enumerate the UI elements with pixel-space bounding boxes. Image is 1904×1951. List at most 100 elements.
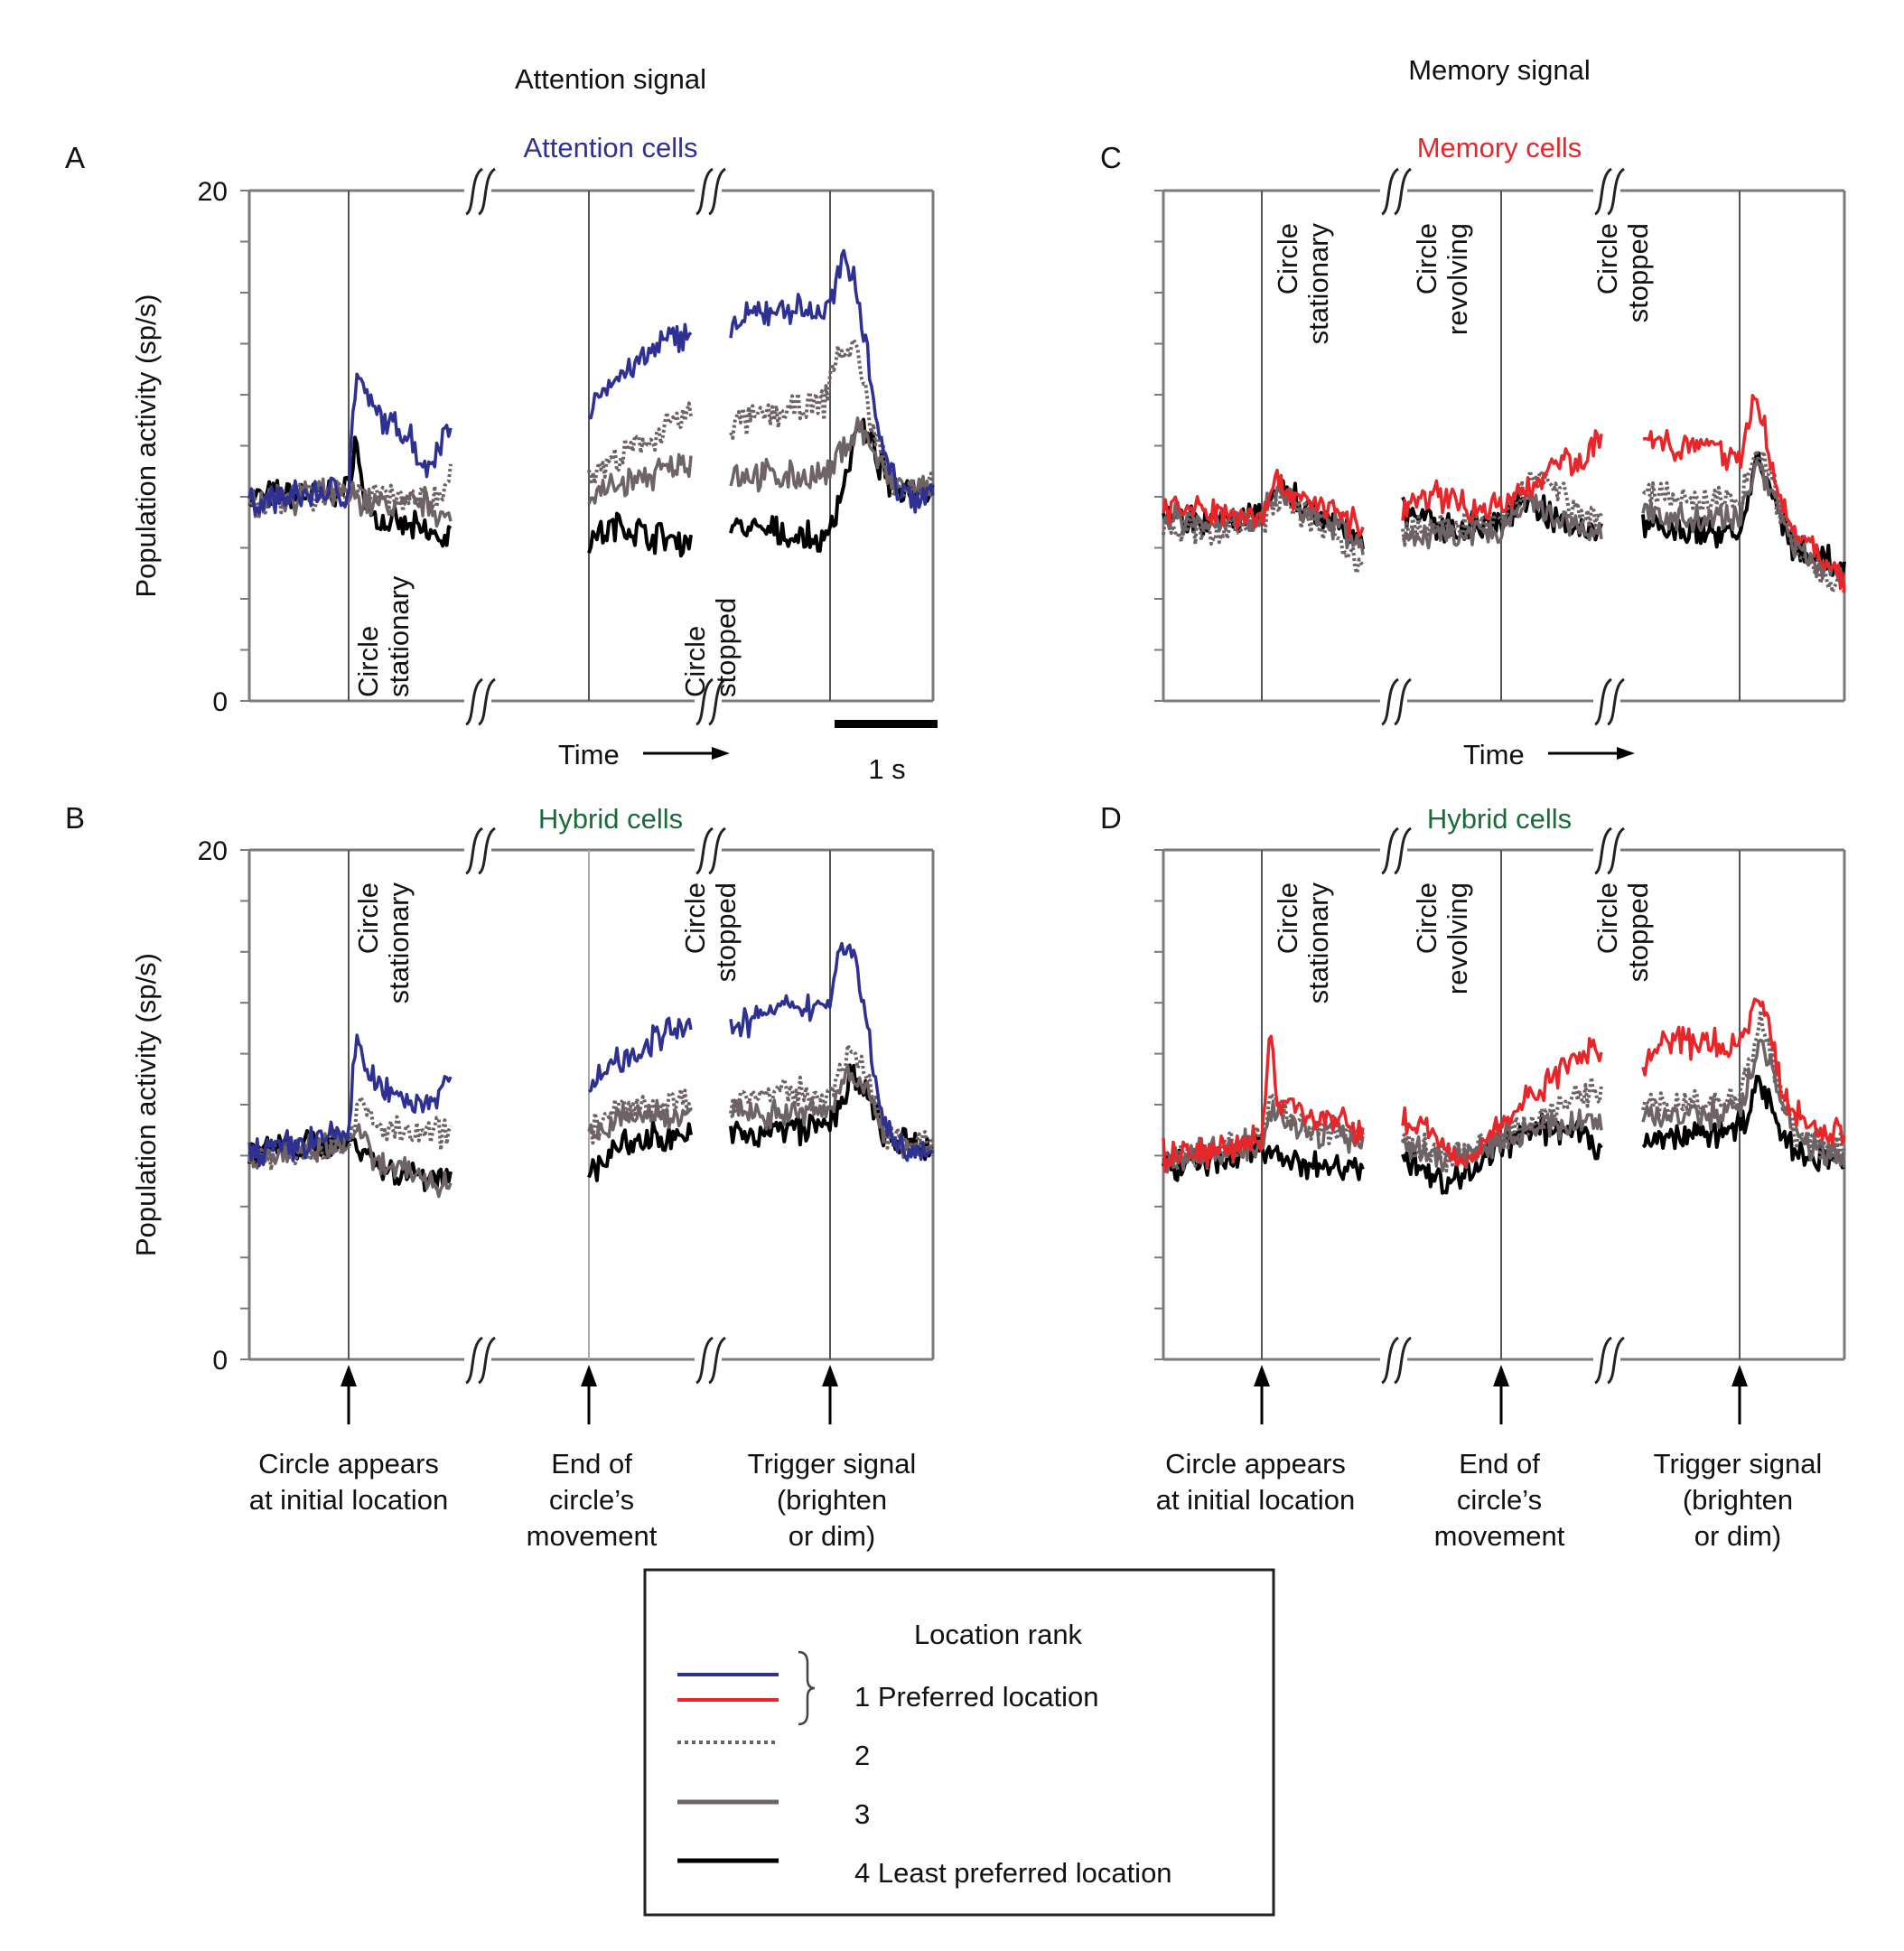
axis-break-gap <box>695 1356 722 1363</box>
event-caption: or dim) <box>789 1520 875 1552</box>
epoch-label: Circle <box>1411 223 1442 294</box>
axis-break-gap <box>1380 846 1407 854</box>
scale-bar-label: 1 s <box>868 753 905 785</box>
trace-rank1 <box>1401 1036 1603 1167</box>
axis-break-icon <box>695 826 714 875</box>
column-header-attention: Attention signal <box>515 63 706 95</box>
axis-break-gap <box>695 846 722 854</box>
axis-break-icon <box>695 677 714 726</box>
axis-break-gap <box>1380 697 1407 705</box>
event-caption: movement <box>527 1520 658 1552</box>
y-axis-label: Population activity (sp/s) <box>130 294 162 598</box>
axis-break-icon <box>478 826 496 875</box>
axis-break-icon <box>1594 826 1612 875</box>
axis-break-icon <box>1394 1336 1412 1385</box>
axis-break-gap <box>1593 187 1620 194</box>
axis-break-icon <box>1607 167 1625 216</box>
trace-rank3 <box>587 453 693 505</box>
event-caption: End of <box>1459 1448 1540 1480</box>
axis-break-icon <box>1394 167 1412 216</box>
y-axis-label: Population activity (sp/s) <box>130 953 162 1256</box>
trace-rank1 <box>1162 468 1365 538</box>
trace-rank1 <box>729 248 935 514</box>
legend-brace-icon <box>798 1650 816 1726</box>
epoch-label: Circle <box>1411 882 1442 954</box>
axis-break-icon <box>465 1336 483 1385</box>
trace-rank4 <box>587 1120 693 1182</box>
panel-letter: B <box>65 801 85 835</box>
legend-title: Location rank <box>914 1619 1083 1650</box>
trace-rank1 <box>1401 429 1603 523</box>
axis-break-gap <box>695 697 722 705</box>
up-arrow-icon <box>581 1365 597 1386</box>
trace-rank2 <box>1401 469 1603 547</box>
axis-break-icon <box>1381 1336 1399 1385</box>
trace-rank1 <box>588 1016 693 1094</box>
epoch-label: Circle <box>1591 223 1623 294</box>
trace-rank3 <box>247 1123 453 1199</box>
axis-break-icon <box>1381 677 1399 726</box>
epoch-label: Circle <box>352 626 384 697</box>
trace-rank4 <box>1401 1112 1603 1195</box>
epoch-label: stationary <box>383 575 415 697</box>
up-arrow-icon <box>822 1365 838 1386</box>
axis-break-icon <box>1594 167 1612 216</box>
legend-label-rank2: 2 <box>854 1740 870 1771</box>
trace-rank3 <box>1401 491 1603 550</box>
y-tick-label: 20 <box>198 836 228 866</box>
trace-rank1 <box>247 1033 453 1168</box>
panel-letter: D <box>1100 801 1122 835</box>
axis-break-gap <box>1593 697 1620 705</box>
panel-b: B Hybrid cells 20 0 Population activity (sp/… <box>65 801 935 1552</box>
axis-break-gap <box>1593 846 1620 854</box>
axis-break-icon <box>1394 826 1412 875</box>
trace-rank1 <box>1162 1034 1365 1173</box>
panel-title: Hybrid cells <box>538 803 683 835</box>
event-caption: Circle appears <box>1165 1448 1346 1480</box>
epoch-label: stationary <box>1302 223 1334 345</box>
panel-title: Memory cells <box>1417 132 1582 163</box>
axis-break-icon <box>1381 826 1399 875</box>
trace-rank2 <box>729 338 935 501</box>
axis-break-gap <box>464 187 491 194</box>
up-arrow-icon <box>341 1365 357 1386</box>
epoch-label: stopped <box>710 882 742 982</box>
epoch-label: revolving <box>1442 223 1473 335</box>
legend-label-rank3: 3 <box>854 1798 870 1830</box>
axis-break-icon <box>708 167 726 216</box>
axis-break-icon <box>708 677 726 726</box>
time-axis-label: Time <box>558 739 620 770</box>
axis-break-icon <box>1394 677 1412 726</box>
trace-rank3 <box>1162 1099 1365 1174</box>
axis-break-icon <box>695 167 714 216</box>
axis-break-icon <box>1594 1336 1612 1385</box>
trace-rank1 <box>247 372 453 517</box>
y-tick-label: 0 <box>212 1346 228 1376</box>
trace-rank4 <box>587 511 693 558</box>
event-caption: at initial location <box>1156 1484 1356 1516</box>
axis-break-icon <box>708 826 726 875</box>
up-arrow-icon <box>1254 1365 1270 1386</box>
axis-break-gap <box>464 846 491 854</box>
panel-a: A Attention cells 20 0 Population activity (… <box>65 132 938 785</box>
axis-break-icon <box>465 826 483 875</box>
axis-break-icon <box>478 167 496 216</box>
axis-break-icon <box>1607 677 1625 726</box>
trace-rank2 <box>587 401 693 487</box>
time-arrow-icon <box>712 747 730 760</box>
epoch-label: revolving <box>1442 882 1473 994</box>
trace-rank3 <box>1401 1108 1603 1173</box>
epoch-label: Circle <box>1272 223 1303 294</box>
trace-rank1 <box>1642 394 1846 593</box>
epoch-label: stopped <box>710 598 742 697</box>
axis-break-icon <box>1594 677 1612 726</box>
up-arrow-icon <box>1493 1365 1509 1386</box>
trace-rank3 <box>1641 1038 1846 1168</box>
axis-break-icon <box>708 1336 726 1385</box>
event-caption: Trigger signal <box>1654 1448 1823 1480</box>
epoch-label: stationary <box>383 882 415 1004</box>
trace-rank2 <box>1641 449 1846 594</box>
trace-rank1 <box>587 322 693 420</box>
